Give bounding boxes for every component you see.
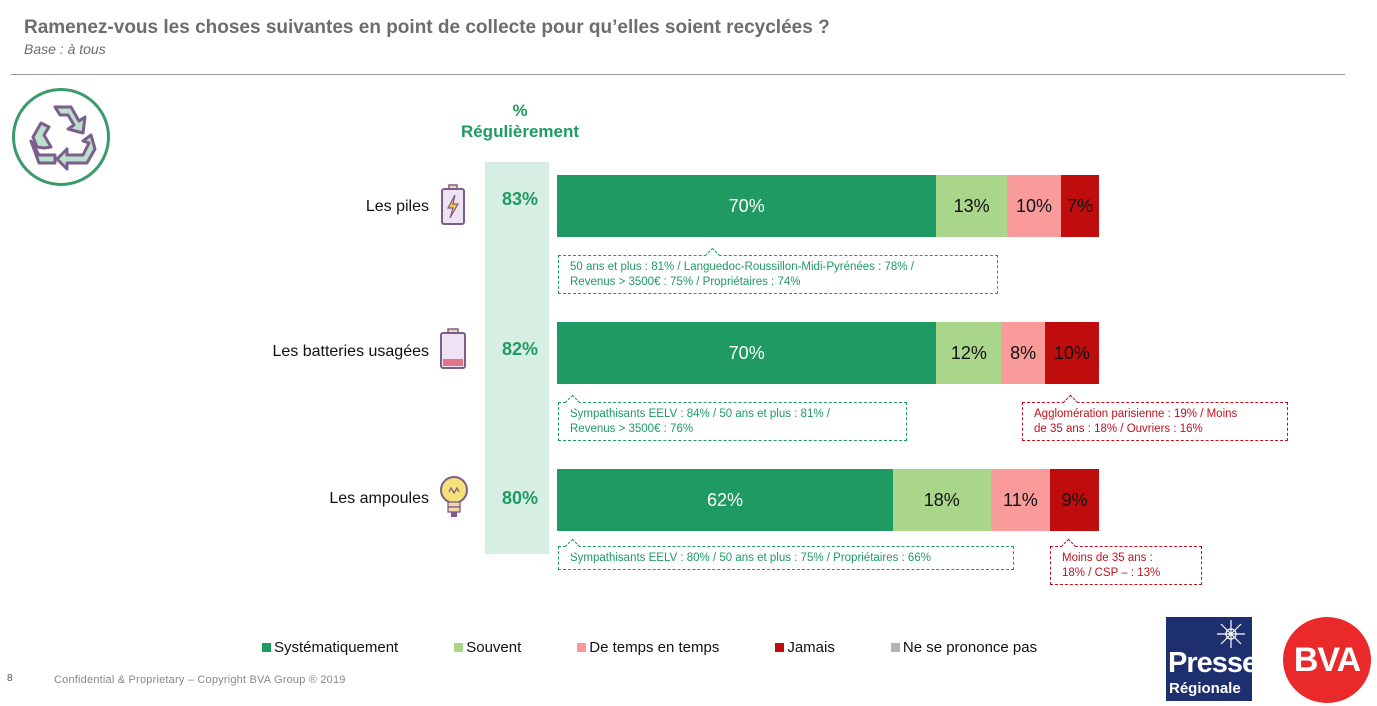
segment-label: 10% (1015, 195, 1052, 216)
legend-item: Souvent (454, 639, 521, 656)
legend-item: Systématiquement (262, 639, 398, 656)
row-label-batteries: Les batteries usagées (272, 343, 429, 360)
header-divider (11, 74, 1345, 75)
note-line: 18% / CSP – : 13% (1062, 567, 1161, 579)
regularly-header-percent: % (512, 101, 528, 120)
segment-systematiquement: 62% (557, 469, 894, 531)
segment-label: 10% (1053, 342, 1090, 363)
segment-de-temps-en-temps: 10% (1006, 175, 1062, 237)
legend-item: De temps en temps (577, 639, 719, 656)
segment-de-temps-en-temps: 8% (1001, 322, 1045, 384)
legend-swatch (890, 643, 900, 652)
note-line: Sympathisants EELV : 84% / 50 ans et plu… (570, 408, 830, 420)
legend-swatch (454, 643, 464, 652)
page-subtitle: Base : à tous (24, 41, 106, 57)
note-line: Revenus > 3500€ : 76% (570, 423, 694, 435)
note-line: Moins de 35 ans : (1062, 552, 1153, 564)
segment-label: 11% (1003, 489, 1038, 510)
legend-item: Jamais (775, 639, 835, 656)
page-number: 8 (7, 673, 13, 684)
presse-regionale-logo: Presse Régionale (1166, 617, 1252, 701)
note-green-batteries: Sympathisants EELV : 84% / 50 ans et plu… (558, 394, 907, 441)
car-battery-icon (440, 328, 466, 369)
presse-logo-line1: Presse (1168, 647, 1252, 679)
segment-systematiquement: 70% (557, 175, 937, 237)
segment-de-temps-en-temps: 11% (990, 469, 1051, 531)
note-line: 50 ans et plus : 81% / Languedoc-Roussil… (570, 261, 914, 273)
snowflake-emblem-icon (1217, 620, 1245, 648)
legend-swatch (262, 643, 271, 652)
segment-label: 62% (707, 489, 744, 510)
note-line: Sympathisants EELV : 80% / 50 ans et plu… (570, 552, 931, 564)
legend-label: Jamais (787, 639, 835, 656)
note-line: de 35 ans : 18% / Ouvriers : 16% (1034, 423, 1203, 435)
legend: Systématiquement Souvent De temps en tem… (262, 639, 1093, 656)
legend-label: De temps en temps (589, 639, 720, 656)
segment-label: 8% (1010, 342, 1037, 363)
segment-souvent: 18% (893, 469, 991, 531)
recycle-icon (29, 105, 97, 171)
legend-label: Systématiquement (274, 639, 399, 656)
segment-label: 70% (728, 195, 765, 216)
regularly-value-piles: 83% (501, 189, 539, 209)
segment-souvent: 12% (936, 322, 1002, 384)
presse-logo-line2: Régionale (1169, 680, 1241, 697)
note-green-ampoules: Sympathisants EELV : 80% / 50 ans et plu… (558, 538, 1014, 570)
note-red-ampoules: Moins de 35 ans : 18% / CSP – : 13% (1050, 538, 1202, 585)
segment-label: 7% (1067, 195, 1094, 216)
recycle-badge (12, 88, 110, 186)
segment-jamais: 9% (1050, 469, 1099, 531)
legend-swatch (775, 643, 785, 652)
segment-label: 70% (728, 342, 765, 363)
legend-label: Souvent (466, 639, 522, 656)
regularly-value-batteries: 82% (501, 339, 539, 359)
row-label-ampoules: Les ampoules (329, 490, 429, 507)
segment-label: 12% (950, 342, 987, 363)
note-green-piles: 50 ans et plus : 81% / Languedoc-Roussil… (558, 247, 998, 294)
note-line: Revenus > 3500€ : 75% / Propriétaires : … (570, 276, 801, 288)
page-title: Ramenez-vous les choses suivantes en poi… (24, 17, 830, 38)
segment-label: 9% (1061, 489, 1088, 510)
note-line: Agglomération parisienne : 19% / Moins (1034, 408, 1238, 420)
segment-label: 13% (953, 195, 990, 216)
segment-jamais: 7% (1061, 175, 1099, 237)
note-red-batteries: Agglomération parisienne : 19% / Moins d… (1022, 394, 1288, 441)
segment-label: 18% (923, 489, 960, 510)
segment-souvent: 13% (936, 175, 1007, 237)
bva-logo: BVA (1283, 617, 1371, 703)
battery-cell-icon (441, 184, 465, 225)
regularly-band (485, 162, 549, 554)
legend-label: Ne se prononce pas (902, 639, 1038, 656)
row-label-piles: Les piles (365, 198, 429, 215)
light-bulb-icon (440, 476, 468, 517)
footer-copyright: Confidential & Proprietary – Copyright B… (54, 674, 346, 686)
legend-swatch (577, 643, 587, 652)
segment-jamais: 10% (1044, 322, 1099, 384)
regularly-header: % Régulièrement (430, 100, 610, 142)
regularly-header-label: Régulièrement (460, 122, 580, 141)
segment-systematiquement: 70% (557, 322, 937, 384)
regularly-value-ampoules: 80% (501, 488, 539, 508)
legend-item: Ne se prononce pas (890, 639, 1038, 656)
